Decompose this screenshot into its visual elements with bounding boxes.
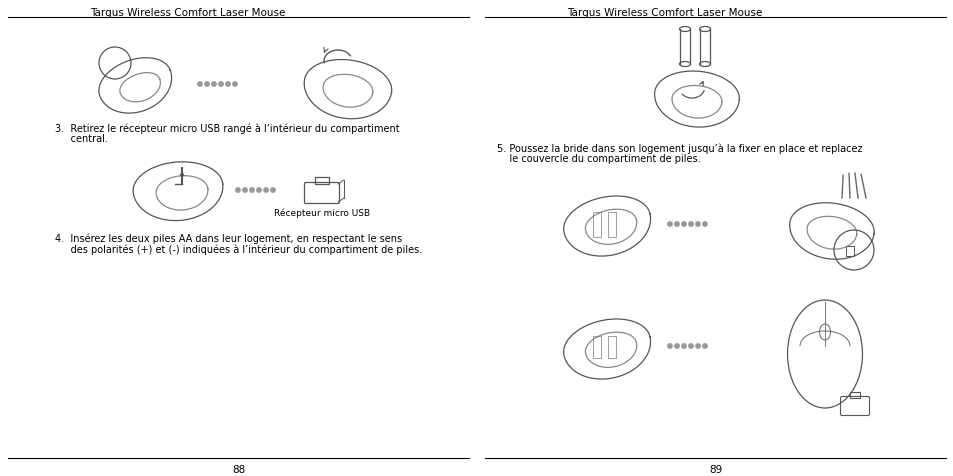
Circle shape	[688, 222, 693, 227]
Circle shape	[681, 222, 685, 227]
Circle shape	[702, 344, 706, 348]
Bar	[845, 247, 853, 257]
Bar	[593, 213, 600, 238]
Text: 88: 88	[232, 464, 245, 474]
Text: Targus Wireless Comfort Laser Mouse: Targus Wireless Comfort Laser Mouse	[566, 8, 761, 18]
Text: Récepteur micro USB: Récepteur micro USB	[274, 208, 370, 217]
Text: le couvercle du compartiment de piles.: le couvercle du compartiment de piles.	[497, 154, 700, 164]
Circle shape	[695, 344, 700, 348]
Circle shape	[681, 344, 685, 348]
Text: 89: 89	[708, 464, 721, 474]
Circle shape	[250, 188, 253, 193]
Circle shape	[233, 83, 237, 87]
Text: 3.  Retirez le récepteur micro USB rangé à l’intérieur du compartiment: 3. Retirez le récepteur micro USB rangé …	[55, 123, 399, 133]
Circle shape	[226, 83, 230, 87]
Circle shape	[197, 83, 202, 87]
Bar	[314, 178, 329, 185]
Circle shape	[702, 222, 706, 227]
Text: Targus Wireless Comfort Laser Mouse: Targus Wireless Comfort Laser Mouse	[90, 8, 285, 18]
Circle shape	[264, 188, 268, 193]
Circle shape	[667, 222, 672, 227]
Circle shape	[235, 188, 240, 193]
Circle shape	[218, 83, 223, 87]
Text: 4.  Insérez les deux piles AA dans leur logement, en respectant le sens: 4. Insérez les deux piles AA dans leur l…	[55, 234, 402, 244]
Text: central.: central.	[55, 134, 108, 144]
Circle shape	[212, 83, 216, 87]
Circle shape	[205, 83, 209, 87]
Circle shape	[674, 344, 679, 348]
Circle shape	[667, 344, 672, 348]
Circle shape	[695, 222, 700, 227]
Circle shape	[256, 188, 261, 193]
Circle shape	[674, 222, 679, 227]
Bar	[607, 213, 616, 238]
Text: des polarités (+) et (-) indiquées à l’intérieur du compartiment de piles.: des polarités (+) et (-) indiquées à l’i…	[55, 245, 422, 255]
Circle shape	[243, 188, 247, 193]
Bar	[849, 392, 859, 398]
Circle shape	[271, 188, 274, 193]
Circle shape	[688, 344, 693, 348]
Text: 5. Poussez la bride dans son logement jusqu’à la fixer en place et replacez: 5. Poussez la bride dans son logement ju…	[497, 143, 862, 153]
Bar	[607, 336, 616, 358]
Bar	[593, 336, 600, 358]
